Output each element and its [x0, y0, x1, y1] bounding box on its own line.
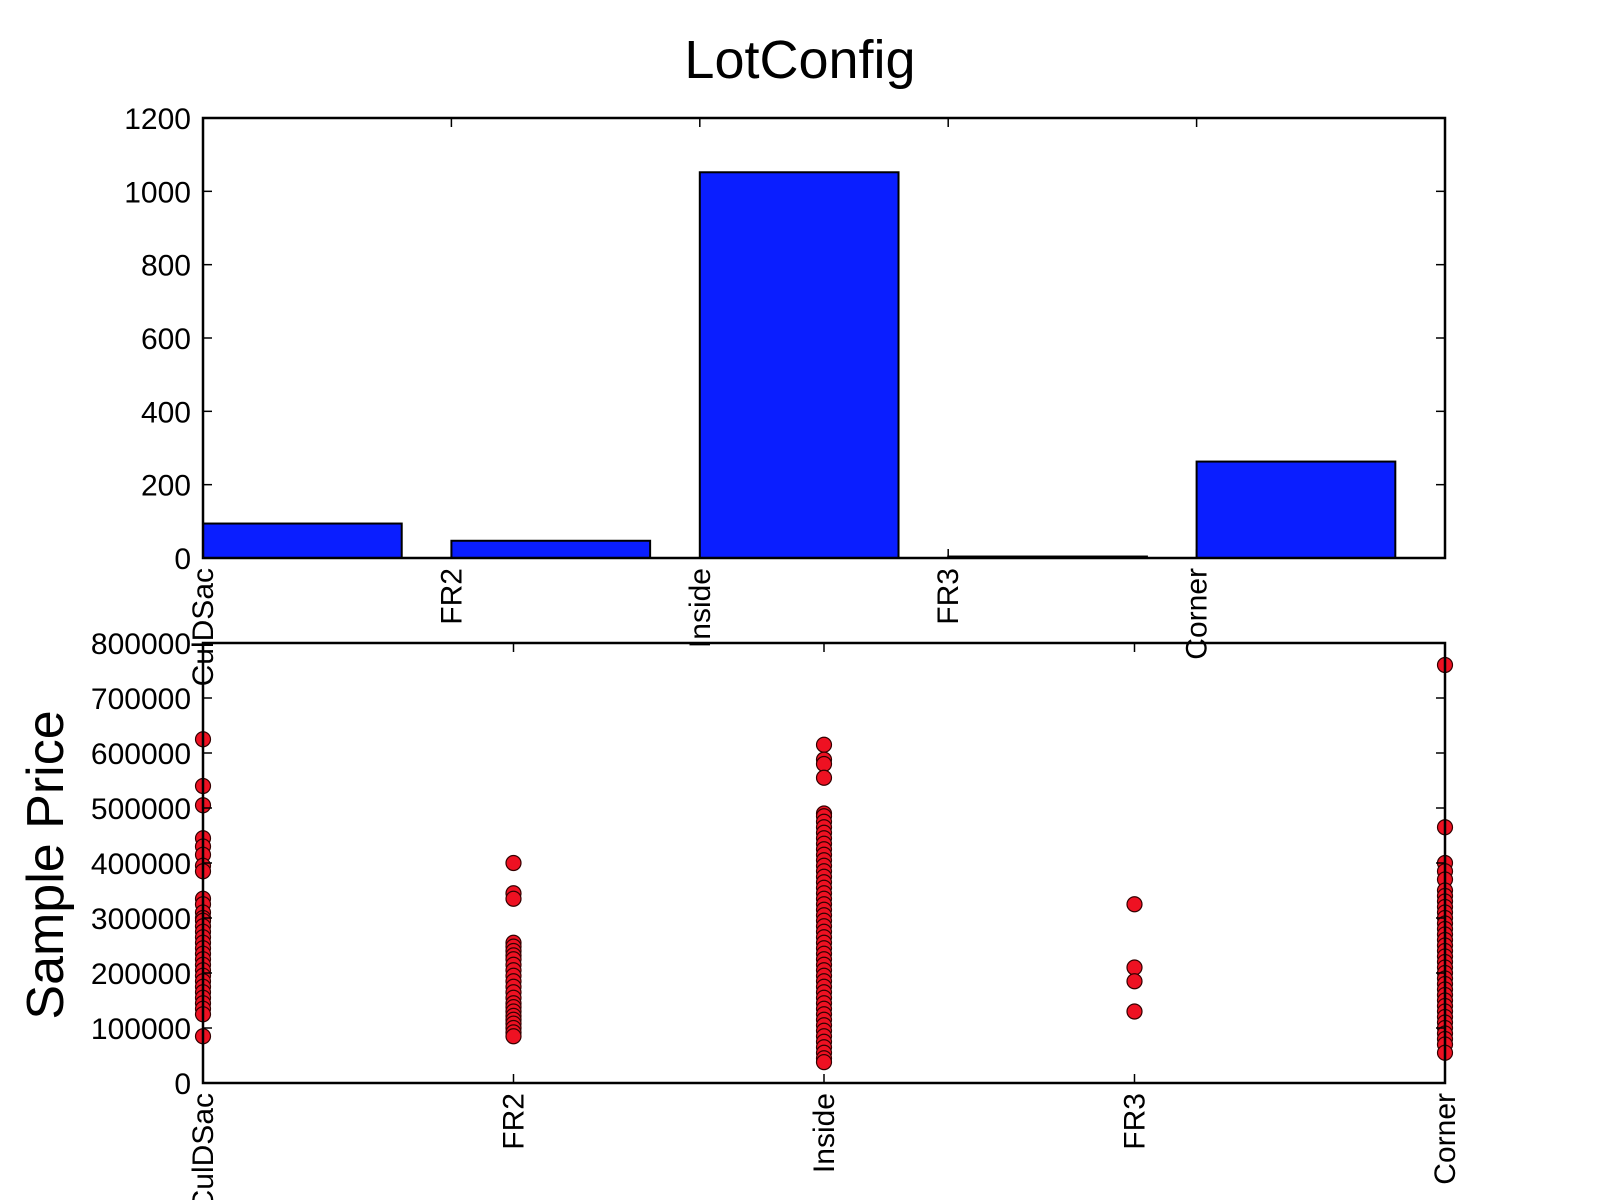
- scatter-y-tick-label: 800000: [91, 628, 191, 661]
- bar-y-tick-label: 1200: [124, 103, 191, 136]
- bar-y-tick-label: 0: [174, 543, 191, 576]
- bar-culdsac: [202, 522, 403, 559]
- figure-title: LotConfig: [684, 30, 915, 90]
- scatter-point-inside: [815, 755, 833, 773]
- bar-y-tick-label: 400: [141, 396, 191, 429]
- scatter-y-tick-label: 200000: [91, 958, 191, 991]
- scatter-x-tick-label: CulDSac: [187, 1093, 220, 1200]
- scatter-y-tick-label: 400000: [91, 848, 191, 881]
- scatter-x-tick-label: FR2: [498, 1093, 531, 1150]
- scatter-point-inside: [815, 769, 833, 786]
- bar-y-tick-label: 800: [141, 250, 191, 283]
- bar-x-tick-label: Inside: [684, 568, 717, 648]
- bar-x-tick-label: Corner: [1181, 568, 1214, 660]
- scatter-y-axis-label: Sample Price: [17, 710, 75, 1019]
- scatter-y-tick-label: 100000: [91, 1013, 191, 1046]
- bar-y-tick-label: 600: [141, 323, 191, 356]
- bar-x-tick-label: FR3: [932, 568, 965, 625]
- scatter-chart-axes: 0 100000 200000 300000 400000 500000 600000 700…: [91, 628, 1462, 1200]
- scatter-marks: [194, 656, 1454, 1071]
- scatter-x-tick-label: FR3: [1119, 1093, 1152, 1150]
- scatter-x-tick-label: Inside: [808, 1093, 841, 1173]
- scatter-point-inside: [815, 736, 833, 753]
- bar-y-tick-label: 200: [141, 470, 191, 503]
- scatter-y-tick-label: 300000: [91, 903, 191, 936]
- scatter-point-fr3: [1126, 959, 1143, 976]
- scatter-point-fr2: [505, 854, 522, 872]
- bar-fr2: [450, 539, 652, 559]
- bar-y-tick-label: 1000: [124, 176, 191, 209]
- scatter-y-tick-label: 500000: [91, 793, 191, 826]
- scatter-y-tick-label: 700000: [91, 683, 191, 716]
- bar-inside: [698, 171, 900, 559]
- scatter-point-inside: [815, 1053, 833, 1071]
- scatter-point-fr3: [1126, 1003, 1143, 1020]
- scatter-chart-panel: 0 100000 200000 300000 400000 500000 600000 700…: [17, 628, 1462, 1200]
- scatter-point-fr2: [505, 1028, 522, 1045]
- scatter-y-tick-label: 600000: [91, 738, 191, 771]
- scatter-point-fr3: [1126, 973, 1143, 990]
- bar-corner: [1195, 460, 1397, 560]
- scatter-point-fr3: [1126, 896, 1143, 913]
- bar-marks: [202, 171, 1397, 560]
- scatter-y-tick-label: 0: [174, 1068, 191, 1101]
- scatter-x-tick-label: Corner: [1429, 1093, 1462, 1185]
- bar-x-tick-label: FR2: [435, 568, 468, 625]
- scatter-point-fr2: [505, 890, 522, 907]
